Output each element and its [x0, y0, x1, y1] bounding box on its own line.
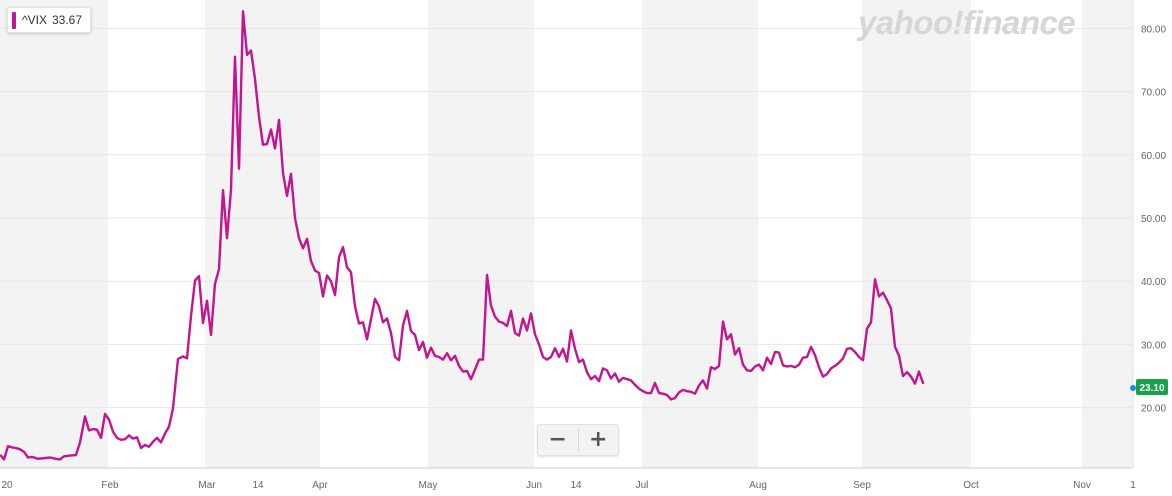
x-tick-label: Apr: [312, 480, 328, 491]
zoom-in-button[interactable]: +: [579, 425, 619, 455]
x-tick-label: Oct: [963, 480, 979, 491]
month-band: [0, 0, 108, 468]
month-band: [205, 0, 320, 468]
month-band: [1082, 0, 1133, 468]
y-tick-label: 60.00: [1141, 151, 1166, 162]
x-tick-label: 14: [252, 480, 264, 491]
y-tick-label: 80.00: [1141, 24, 1166, 35]
x-tick-label: Feb: [101, 480, 119, 491]
x-tick-label: Sep: [853, 480, 871, 491]
x-tick-label: Nov: [1073, 480, 1091, 491]
legend-badge[interactable]: ^VIX 33.67: [7, 7, 92, 33]
y-tick-label: 20.00: [1141, 404, 1166, 415]
x-tick-label: Aug: [749, 480, 767, 491]
x-tick-label: 1: [1130, 480, 1136, 491]
last-price-badge: [1136, 378, 1168, 395]
yahoo-finance-logo: yahoo!finance: [858, 4, 1076, 41]
zoom-divider: [577, 429, 579, 451]
x-tick-label: Mar: [198, 480, 216, 491]
legend-value: 33.67: [51, 13, 83, 27]
vix-series-line: [0, 10, 925, 461]
zoom-out-button[interactable]: −: [538, 425, 578, 455]
x-tick-label: Jun: [526, 480, 542, 491]
y-tick-label: 40.00: [1141, 277, 1166, 288]
x-tick-label: 20: [1, 480, 13, 491]
month-band: [642, 0, 758, 468]
last-point-dot: [1130, 384, 1136, 391]
month-band: [428, 0, 534, 468]
x-tick-label: Jul: [636, 480, 649, 491]
legend-color-swatch: [12, 12, 16, 29]
y-tick-label: 30.00: [1141, 340, 1166, 351]
month-band: [862, 0, 971, 468]
zoom-controls: − +: [537, 424, 619, 456]
y-tick-label: 70.00: [1141, 88, 1166, 99]
y-tick-label: 50.00: [1141, 214, 1166, 225]
x-tick-label: May: [419, 480, 438, 491]
legend-symbol: ^VIX: [22, 13, 47, 27]
x-tick-label: 14: [570, 480, 582, 491]
last-price-label: 23.10: [1139, 383, 1164, 394]
